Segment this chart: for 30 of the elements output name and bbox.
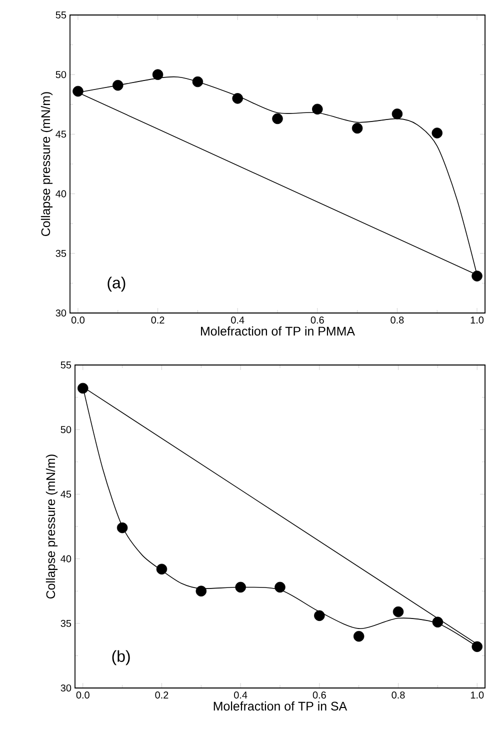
x-tick-label: 0.6 xyxy=(312,692,326,699)
x-tick-label: 0.4 xyxy=(231,316,244,324)
y-tick-label: 40 xyxy=(56,190,66,198)
x-axis-title: Molefraction of TP in PMMA xyxy=(201,326,355,336)
y-tick-label: 35 xyxy=(56,250,66,257)
y-tick-label: 50 xyxy=(60,426,72,434)
y-tick-label: 55 xyxy=(60,362,72,368)
y-axis-title: Collapse pressure (mN/m) xyxy=(40,92,53,236)
annotation: (a) xyxy=(108,276,126,292)
x-tick-label: 0.6 xyxy=(310,316,324,324)
y-tick-label: 45 xyxy=(60,490,72,498)
annotation: (b) xyxy=(112,650,130,666)
y-tick-label: 45 xyxy=(56,130,66,138)
x-tick-label: 1.0 xyxy=(470,692,484,699)
y-tick-label: 40 xyxy=(60,555,72,562)
y-tick-label: 55 xyxy=(56,12,66,18)
y-tick-label: 35 xyxy=(60,620,72,627)
y-tick-label: 50 xyxy=(56,71,66,78)
x-tick-label: 0.4 xyxy=(234,692,248,699)
x-tick-label: 0.0 xyxy=(71,316,85,324)
x-tick-label: 0.2 xyxy=(155,692,168,699)
y-tick-label: 30 xyxy=(60,684,72,692)
x-tick-label: 0.8 xyxy=(390,316,404,324)
x-tick-label: 1.0 xyxy=(470,316,484,324)
x-tick-label: 0.2 xyxy=(151,316,164,324)
x-axis-title: Molefraction of TP in SA xyxy=(214,701,348,711)
x-tick-label: 0.8 xyxy=(392,692,405,699)
y-axis-title: Collapse pressure (mN/m) xyxy=(46,454,58,599)
x-tick-label: 0.0 xyxy=(76,692,90,699)
y-tick-label: 30 xyxy=(56,309,66,317)
